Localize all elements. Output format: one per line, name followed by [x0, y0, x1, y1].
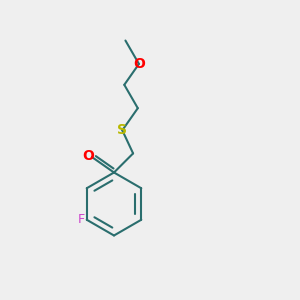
Text: S: S	[117, 123, 127, 137]
Text: F: F	[78, 213, 85, 226]
Text: O: O	[133, 57, 145, 71]
Text: O: O	[82, 148, 94, 163]
